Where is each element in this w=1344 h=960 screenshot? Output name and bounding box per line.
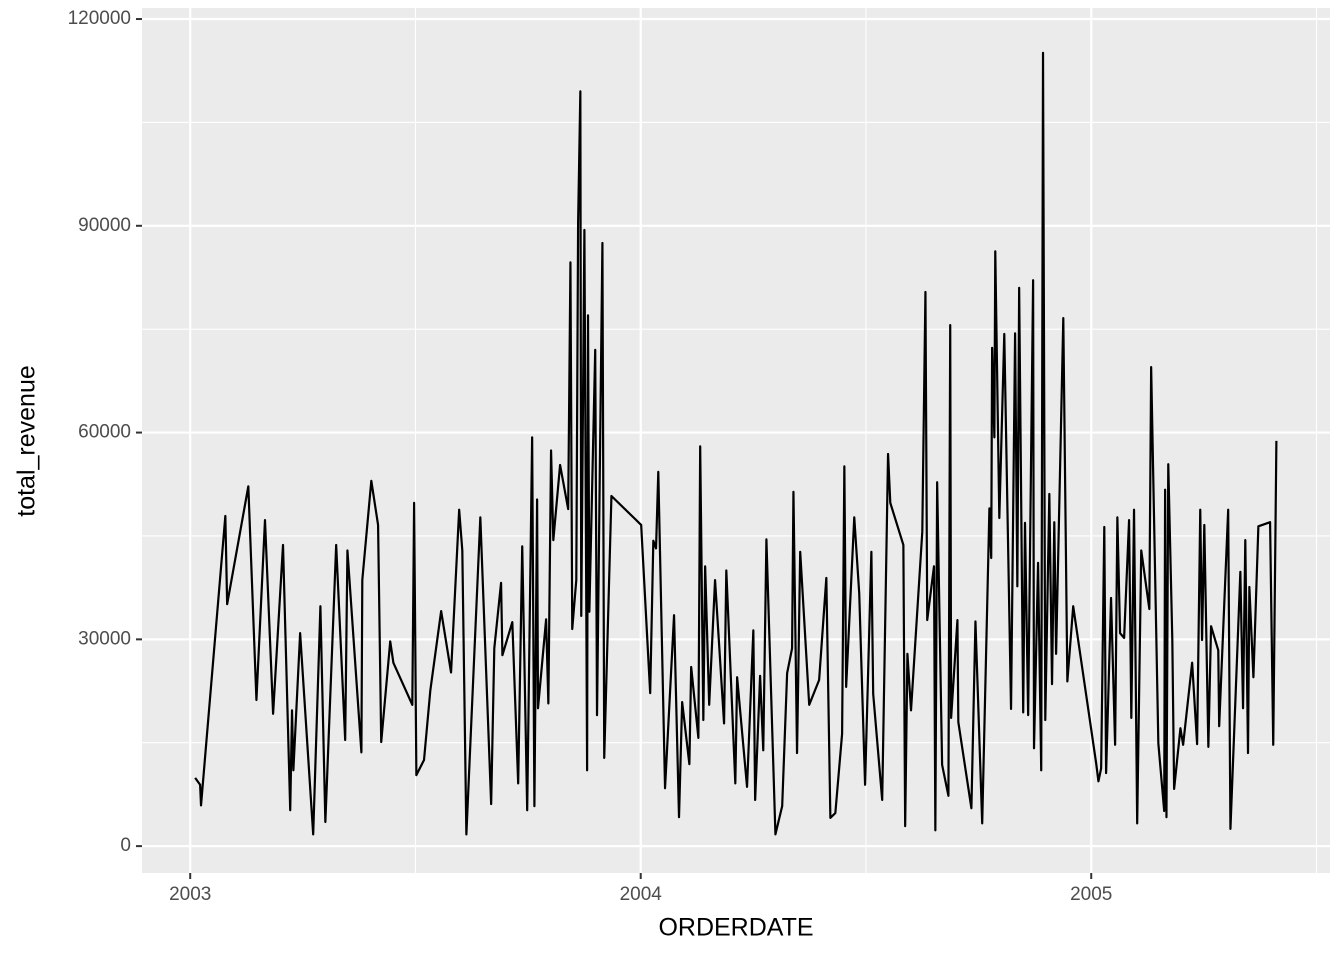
- y-tick-label: 90000: [78, 215, 131, 236]
- x-tick-label: 2003: [169, 884, 211, 905]
- x-tick-label: 2004: [620, 884, 663, 905]
- y-tick-label: 30000: [78, 628, 131, 649]
- revenue-line: [194, 51, 1278, 836]
- axes: 0 30000 60000 90000 120000 2003 2004 2005: [68, 8, 1113, 905]
- x-tick-label: 2005: [1070, 884, 1112, 905]
- y-axis-title: total_revenue: [13, 365, 41, 517]
- marks: [194, 51, 1278, 836]
- x-axis-title: ORDERDATE: [658, 914, 813, 942]
- y-tick-label: 120000: [68, 8, 131, 29]
- y-tick-label: 0: [120, 835, 131, 856]
- y-tick-label: 60000: [78, 422, 131, 443]
